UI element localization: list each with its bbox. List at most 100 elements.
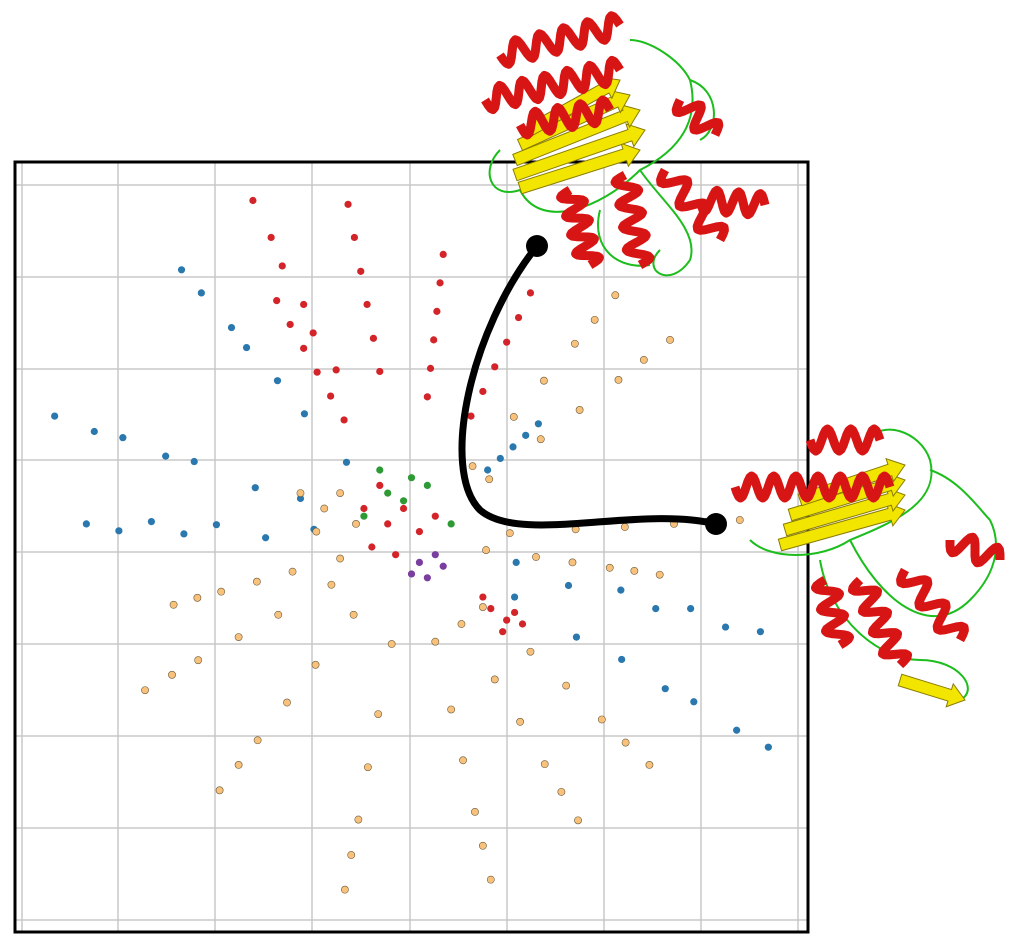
data-point	[618, 655, 626, 664]
data-point	[115, 527, 123, 535]
data-point	[534, 420, 542, 428]
data-point	[376, 481, 384, 489]
data-point	[90, 427, 98, 436]
data-point	[439, 250, 447, 258]
data-point	[536, 435, 545, 444]
data-point	[374, 710, 383, 718]
data-point	[652, 605, 660, 613]
data-point	[51, 412, 59, 420]
data-point	[415, 558, 424, 567]
data-point	[557, 787, 566, 796]
helix	[556, 186, 604, 269]
data-point	[630, 566, 639, 575]
helix	[516, 95, 614, 140]
helix	[848, 576, 912, 669]
data-point	[431, 637, 440, 646]
data-point	[168, 670, 176, 679]
data-point	[733, 726, 741, 734]
data-point	[562, 681, 571, 690]
data-point	[251, 484, 259, 492]
data-point	[169, 600, 178, 609]
data-point	[468, 462, 477, 471]
data-point	[605, 563, 614, 572]
data-point	[614, 376, 623, 384]
data-point	[540, 376, 548, 385]
data-point	[350, 233, 359, 242]
data-point	[496, 454, 504, 463]
data-point	[721, 623, 730, 631]
data-point	[491, 363, 499, 371]
data-point	[639, 355, 648, 364]
data-point	[369, 334, 378, 342]
data-point	[82, 520, 90, 528]
data-point	[568, 558, 577, 567]
data-point	[764, 743, 772, 751]
data-point	[273, 297, 281, 305]
strand	[897, 673, 966, 708]
data-point	[327, 392, 335, 400]
data-point	[194, 656, 203, 665]
data-point	[273, 377, 282, 385]
data-point	[510, 608, 519, 617]
data-point	[617, 586, 625, 594]
data-point	[426, 364, 435, 372]
grid	[15, 162, 808, 932]
protein-structure-top	[481, 11, 770, 277]
data-point	[300, 410, 309, 418]
points	[51, 196, 772, 894]
data-point	[459, 756, 467, 765]
data-point	[690, 698, 698, 706]
data-point	[320, 504, 329, 513]
data-point	[479, 387, 487, 396]
data-point	[252, 577, 261, 586]
data-point	[514, 313, 523, 322]
data-point	[300, 344, 308, 352]
data-point	[431, 551, 439, 559]
data-point	[447, 705, 456, 714]
data-point	[344, 200, 352, 208]
data-point	[457, 620, 466, 628]
data-point	[510, 593, 519, 601]
data-point	[327, 580, 336, 589]
data-point	[384, 520, 392, 528]
data-point	[572, 633, 581, 641]
data-point	[190, 457, 198, 466]
data-point	[300, 300, 308, 309]
data-point	[311, 660, 320, 669]
data-point	[423, 393, 431, 401]
loop	[488, 39, 715, 277]
data-point	[340, 416, 348, 424]
data-point	[283, 698, 291, 707]
helix	[805, 424, 885, 456]
data-point	[368, 543, 376, 551]
data-point	[512, 558, 520, 567]
data-point	[499, 628, 507, 636]
data-point	[735, 516, 744, 524]
data-point	[147, 517, 155, 526]
data-point	[516, 717, 525, 726]
data-point	[522, 431, 530, 439]
data-point	[242, 343, 251, 352]
data-point	[526, 289, 535, 297]
data-point	[357, 267, 365, 275]
data-point	[661, 685, 669, 693]
helix	[730, 471, 895, 503]
data-point	[347, 851, 356, 859]
data-point	[212, 521, 221, 529]
helix	[896, 567, 969, 643]
data-point	[360, 504, 368, 513]
helix	[811, 576, 854, 649]
data-point	[471, 807, 479, 816]
data-point	[490, 675, 499, 684]
data-point	[387, 640, 396, 648]
helix	[671, 98, 724, 137]
data-point	[234, 633, 243, 641]
data-point	[354, 815, 363, 824]
helix	[496, 11, 624, 69]
data-point	[485, 475, 494, 484]
data-point	[340, 885, 349, 894]
data-point	[274, 610, 283, 619]
data-point	[503, 338, 511, 346]
data-point	[286, 320, 294, 329]
protein-structure-right	[730, 424, 1005, 708]
